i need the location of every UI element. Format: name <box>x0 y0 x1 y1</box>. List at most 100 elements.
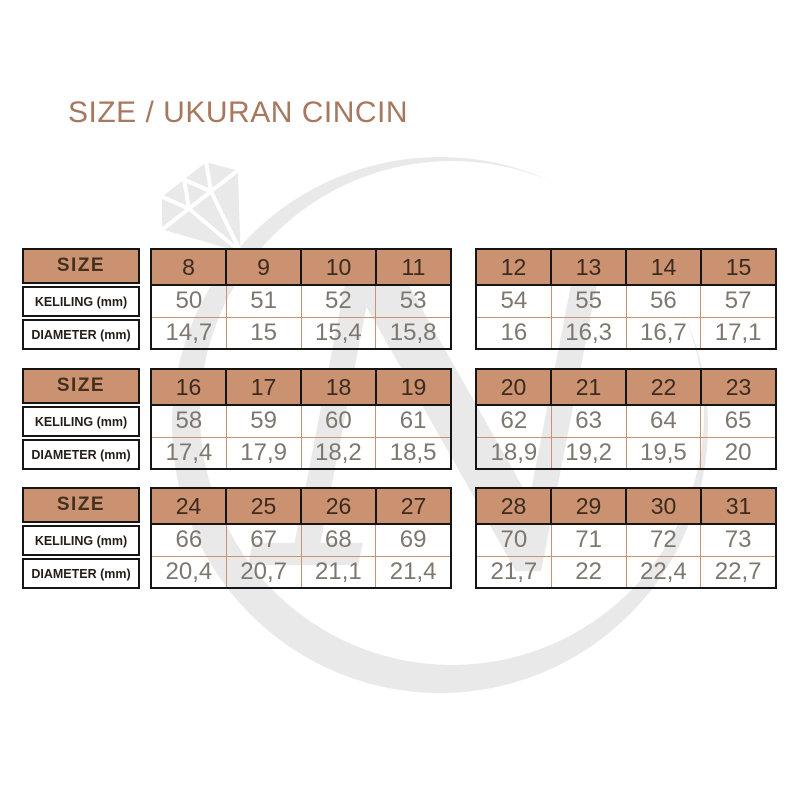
diameter-row: 16 16,3 16,7 17,1 <box>477 316 775 348</box>
diameter-cell: 21,1 <box>300 556 376 587</box>
keliling-cell: 69 <box>375 525 450 556</box>
diameter-cell: 19,5 <box>625 437 701 468</box>
diameter-cell: 17,1 <box>700 317 775 348</box>
keliling-row: 62 63 64 65 <box>477 406 775 437</box>
size-header-cell: 27 <box>375 489 450 523</box>
diameter-cell: 22 <box>550 556 626 587</box>
size-header-cell: 23 <box>700 370 775 404</box>
size-header-cell: 22 <box>625 370 700 404</box>
size-header-row: 8 9 10 11 <box>152 250 450 286</box>
keliling-row: 66 67 68 69 <box>152 525 450 556</box>
diameter-cell: 17,9 <box>225 437 301 468</box>
ring-circle-icon <box>172 157 708 693</box>
page-title: SIZE / UKURAN CINCIN <box>68 96 409 129</box>
size-header-cell: 28 <box>500 492 527 519</box>
diameter-cell: 22,7 <box>700 556 775 587</box>
size-label: SIZE <box>22 487 140 523</box>
diameter-cell: 15,4 <box>300 317 376 348</box>
size-header-cell: 18 <box>300 370 375 404</box>
diameter-cell: 14,7 <box>165 318 213 346</box>
size-label: SIZE <box>22 368 140 404</box>
size-header-cell: 20 <box>500 373 527 400</box>
keliling-cell: 73 <box>700 525 775 556</box>
diameter-cell: 17,4 <box>165 438 213 466</box>
diameter-cell: 18,9 <box>490 438 538 466</box>
diameter-row: 14,7 15 15,4 15,8 <box>152 316 450 348</box>
diameter-cell: 16,7 <box>625 317 701 348</box>
diameter-cell: 18,2 <box>300 437 376 468</box>
keliling-cell: 72 <box>625 525 701 556</box>
diameter-cell: 18,5 <box>375 437 450 468</box>
size-header-cell: 17 <box>225 370 300 404</box>
keliling-row: 50 51 52 53 <box>152 286 450 317</box>
keliling-cell: 59 <box>225 406 301 437</box>
diameter-cell: 15 <box>225 317 301 348</box>
diameter-row: 20,4 20,7 21,1 21,4 <box>152 555 450 587</box>
size-table-8-11: 8 9 10 11 50 51 52 53 14,7 15 15,4 15,8 <box>150 248 452 350</box>
keliling-cell: 53 <box>375 286 450 317</box>
diameter-cell: 20 <box>700 437 775 468</box>
keliling-cell: 58 <box>175 407 203 435</box>
keliling-cell: 55 <box>550 286 626 317</box>
size-label: SIZE <box>22 248 140 284</box>
keliling-label: KELILING (mm) <box>22 406 140 437</box>
diameter-cell: 20,4 <box>165 557 213 585</box>
keliling-cell: 66 <box>175 526 203 554</box>
keliling-row: 54 55 56 57 <box>477 286 775 317</box>
size-header-row: 16 17 18 19 <box>152 370 450 406</box>
diameter-label: DIAMETER (mm) <box>22 319 140 350</box>
diamond-icon <box>160 161 243 254</box>
diameter-label: DIAMETER (mm) <box>22 439 140 470</box>
diameter-cell: 21,4 <box>375 556 450 587</box>
keliling-cell: 63 <box>550 406 626 437</box>
keliling-cell: 61 <box>375 406 450 437</box>
size-header-cell: 10 <box>300 250 375 284</box>
keliling-label: KELILING (mm) <box>22 525 140 556</box>
size-header-cell: 31 <box>700 489 775 523</box>
keliling-row: 58 59 60 61 <box>152 406 450 437</box>
row-label-table: SIZE KELILING (mm) DIAMETER (mm) <box>22 368 140 470</box>
keliling-cell: 62 <box>500 407 528 435</box>
diameter-row: 17,4 17,9 18,2 18,5 <box>152 436 450 468</box>
keliling-cell: 57 <box>700 286 775 317</box>
diameter-cell: 22,4 <box>625 556 701 587</box>
diameter-cell: 21,7 <box>490 557 538 585</box>
keliling-cell: 70 <box>500 526 528 554</box>
size-header-cell: 15 <box>700 250 775 284</box>
size-header-cell: 26 <box>300 489 375 523</box>
diameter-cell: 16 <box>500 318 528 346</box>
size-header-cell: 12 <box>500 253 527 280</box>
size-table-16-19: 16 17 18 19 58 59 60 61 17,4 17,9 18,2 1… <box>150 368 452 470</box>
size-header-cell: 11 <box>375 250 450 284</box>
keliling-cell: 68 <box>300 525 376 556</box>
keliling-cell: 60 <box>300 406 376 437</box>
size-header-cell: 19 <box>375 370 450 404</box>
size-table-20-23: 20 21 22 23 62 63 64 65 18,9 19,2 19,5 2… <box>475 368 777 470</box>
keliling-cell: 65 <box>700 406 775 437</box>
size-header-cell: 25 <box>225 489 300 523</box>
row-label-table: SIZE KELILING (mm) DIAMETER (mm) <box>22 487 140 589</box>
size-header-cell: 30 <box>625 489 700 523</box>
keliling-cell: 52 <box>300 286 376 317</box>
diameter-row: 21,7 22 22,4 22,7 <box>477 555 775 587</box>
keliling-cell: 67 <box>225 525 301 556</box>
size-header-row: 12 13 14 15 <box>477 250 775 286</box>
keliling-cell: 54 <box>500 287 528 315</box>
diameter-row: 18,9 19,2 19,5 20 <box>477 436 775 468</box>
keliling-cell: 71 <box>550 525 626 556</box>
keliling-cell: 64 <box>625 406 701 437</box>
size-header-row: 28 29 30 31 <box>477 489 775 525</box>
size-header-cell: 9 <box>225 250 300 284</box>
size-header-row: 20 21 22 23 <box>477 370 775 406</box>
keliling-cell: 50 <box>175 287 203 315</box>
size-group-16-23: SIZE KELILING (mm) DIAMETER (mm) 16 17 1… <box>22 368 777 470</box>
diameter-cell: 20,7 <box>225 556 301 587</box>
diameter-cell: 16,3 <box>550 317 626 348</box>
size-table-24-27: 24 25 26 27 66 67 68 69 20,4 20,7 21,1 2… <box>150 487 452 589</box>
diameter-cell: 19,2 <box>550 437 626 468</box>
keliling-label: KELILING (mm) <box>22 286 140 317</box>
size-header-cell: 21 <box>550 370 625 404</box>
size-header-cell: 8 <box>182 253 195 280</box>
size-header-cell: 13 <box>550 250 625 284</box>
size-header-row: 24 25 26 27 <box>152 489 450 525</box>
